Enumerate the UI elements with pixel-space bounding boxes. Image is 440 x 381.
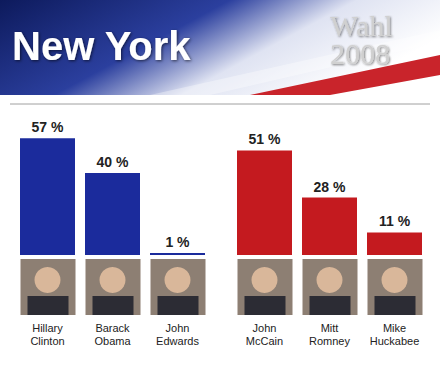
svg-text:Hillary: Hillary	[32, 322, 63, 334]
svg-text:11 %: 11 %	[379, 213, 411, 229]
svg-text:2008: 2008	[330, 37, 390, 70]
svg-text:Barack: Barack	[95, 322, 130, 334]
svg-text:Clinton: Clinton	[30, 335, 64, 347]
svg-text:New York: New York	[12, 24, 191, 68]
svg-text:Obama: Obama	[94, 335, 131, 347]
svg-text:Romney: Romney	[309, 335, 350, 347]
svg-text:51 %: 51 %	[249, 131, 281, 147]
svg-text:40 %: 40 %	[97, 154, 129, 170]
svg-text:1 %: 1 %	[165, 234, 190, 250]
svg-text:Wahl: Wahl	[330, 8, 393, 42]
svg-text:Edwards: Edwards	[156, 335, 199, 347]
svg-text:28 %: 28 %	[314, 179, 346, 195]
svg-text:John: John	[166, 322, 190, 334]
svg-text:Mitt: Mitt	[321, 322, 339, 334]
svg-text:Mike: Mike	[383, 322, 406, 334]
svg-text:John: John	[253, 322, 277, 334]
svg-text:McCain: McCain	[246, 335, 283, 347]
svg-text:Huckabee: Huckabee	[370, 335, 420, 347]
svg-text:57 %: 57 %	[32, 119, 64, 135]
